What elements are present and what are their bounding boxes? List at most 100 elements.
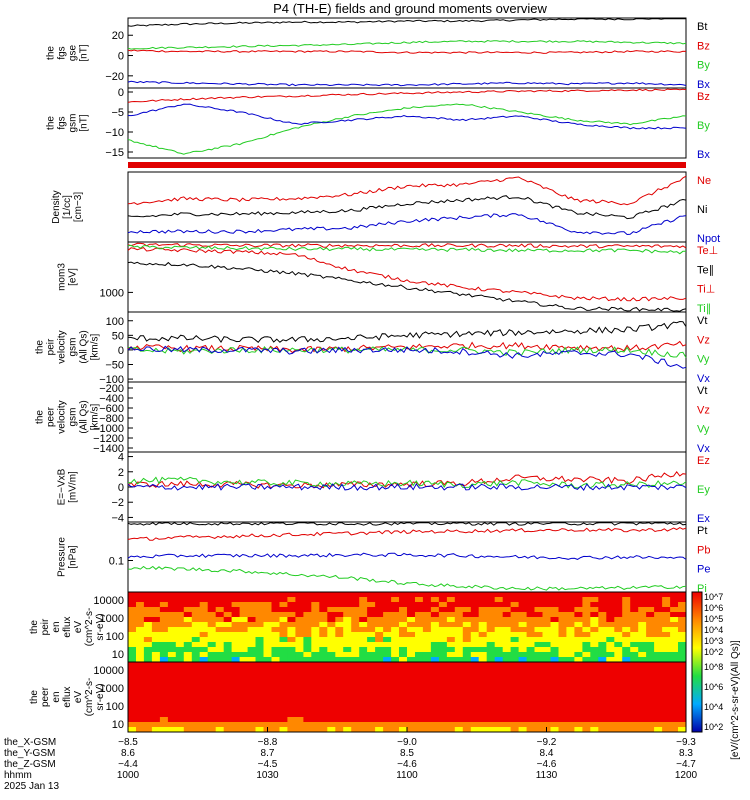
heat-cell bbox=[462, 662, 472, 668]
xtick-label-1-0: −8.8 bbox=[258, 737, 278, 748]
ytick-label-fgs_gse-0: 20 bbox=[112, 30, 124, 42]
heat-cell bbox=[263, 637, 272, 643]
heat-cell bbox=[502, 657, 512, 663]
heat-cell bbox=[375, 687, 384, 693]
heat-cell bbox=[167, 692, 177, 698]
heat-cell bbox=[383, 647, 392, 653]
heat-cell bbox=[590, 607, 599, 613]
heat-cell bbox=[136, 687, 145, 693]
heat-cell bbox=[542, 622, 551, 628]
heat-cell bbox=[598, 682, 607, 688]
heat-cell bbox=[470, 642, 480, 648]
heat-cell bbox=[383, 697, 392, 703]
heat-cell bbox=[502, 622, 512, 628]
heat-cell bbox=[263, 717, 272, 723]
heat-cell bbox=[502, 647, 512, 653]
heat-cell bbox=[582, 697, 591, 703]
heat-cell bbox=[375, 727, 384, 733]
heat-cell bbox=[136, 662, 145, 668]
heat-cell bbox=[494, 657, 504, 663]
heat-cell bbox=[510, 647, 520, 653]
heat-cell bbox=[502, 667, 512, 673]
heat-cell bbox=[255, 692, 264, 698]
heat-cell bbox=[454, 607, 464, 613]
heat-cell bbox=[391, 632, 400, 638]
heat-cell bbox=[630, 672, 639, 678]
heat-cell bbox=[486, 682, 496, 688]
heat-cell bbox=[670, 702, 679, 708]
heat-cell bbox=[454, 602, 464, 608]
heat-cell bbox=[534, 672, 543, 678]
heat-cell bbox=[446, 617, 456, 623]
ylabel-peer_velocity-4: (All Qs) bbox=[79, 400, 90, 433]
heat-cell bbox=[128, 677, 137, 683]
heat-cell bbox=[287, 637, 296, 643]
heat-cell bbox=[383, 667, 392, 673]
heat-cell bbox=[303, 602, 312, 608]
heat-cell bbox=[391, 717, 400, 723]
heat-cell bbox=[175, 727, 185, 733]
heat-cell bbox=[167, 637, 177, 643]
heat-cell bbox=[470, 687, 480, 693]
heat-cell bbox=[295, 632, 304, 638]
heat-cell bbox=[462, 702, 472, 708]
heat-cell bbox=[239, 717, 249, 723]
heat-cell bbox=[359, 592, 368, 598]
heat-cell bbox=[263, 687, 272, 693]
ylabel-density-2: [cm−3] bbox=[73, 192, 84, 223]
heat-cell bbox=[486, 662, 496, 668]
heat-cell bbox=[654, 652, 663, 658]
heat-cell bbox=[311, 697, 320, 703]
heat-cell bbox=[143, 622, 153, 628]
heat-cell bbox=[143, 592, 153, 598]
heat-cell bbox=[486, 647, 496, 653]
heat-cell bbox=[662, 677, 671, 683]
heat-cell bbox=[295, 702, 304, 708]
heat-cell bbox=[311, 722, 320, 728]
heat-cell bbox=[590, 712, 599, 718]
heat-cell bbox=[630, 722, 639, 728]
heat-cell bbox=[391, 712, 400, 718]
heat-cell bbox=[590, 662, 599, 668]
heat-cell bbox=[399, 727, 408, 733]
heat-cell bbox=[550, 692, 559, 698]
heat-cell bbox=[215, 667, 225, 673]
heat-cell bbox=[359, 707, 368, 713]
heat-cell bbox=[534, 637, 543, 643]
ylabel-peer_en_eflux-0: the bbox=[29, 690, 40, 704]
heat-cell bbox=[343, 592, 352, 598]
heat-cell bbox=[223, 637, 233, 643]
heat-cell bbox=[183, 592, 193, 598]
ytick-label-e_field-2: 0 bbox=[118, 482, 124, 494]
heat-cell bbox=[128, 632, 137, 638]
heat-cell bbox=[287, 697, 296, 703]
heat-cell bbox=[143, 637, 153, 643]
heat-cell bbox=[239, 697, 249, 703]
heat-cell bbox=[215, 692, 225, 698]
heat-cell bbox=[247, 697, 257, 703]
heat-cell bbox=[510, 702, 520, 708]
heat-cell bbox=[143, 702, 153, 708]
legend-density-0: Ne bbox=[697, 175, 711, 187]
heat-cell bbox=[494, 607, 504, 613]
heat-cell bbox=[407, 662, 416, 668]
heat-cell bbox=[606, 627, 615, 633]
heat-cell bbox=[247, 722, 257, 728]
heat-cell bbox=[215, 592, 225, 598]
heat-cell bbox=[470, 712, 480, 718]
heat-cell bbox=[367, 597, 376, 603]
heat-cell bbox=[670, 727, 679, 733]
legend-temperature-1: Te∥ bbox=[697, 264, 714, 276]
heat-cell bbox=[630, 682, 639, 688]
heat-cell bbox=[407, 652, 416, 658]
heat-cell bbox=[215, 662, 225, 668]
ytick-label-pressure-0: 0.1 bbox=[109, 556, 124, 568]
heat-cell bbox=[223, 697, 233, 703]
heat-cell bbox=[319, 657, 328, 663]
heat-cell bbox=[391, 667, 400, 673]
heat-cell bbox=[558, 692, 567, 698]
ylabel-peer_en_eflux-5: (cm^2-s- bbox=[84, 678, 95, 717]
heat-cell bbox=[327, 637, 336, 643]
heat-cell bbox=[494, 672, 504, 678]
heat-cell bbox=[654, 727, 663, 733]
